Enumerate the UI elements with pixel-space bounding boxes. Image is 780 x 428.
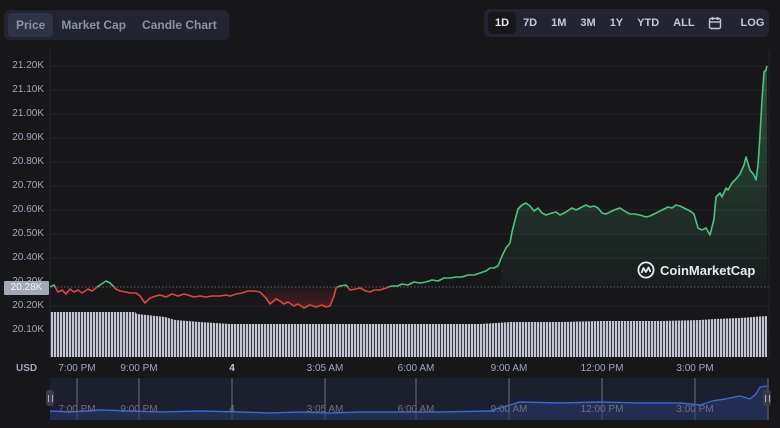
currency-label: USD <box>16 363 38 374</box>
y-tick: 20.50K <box>12 228 44 239</box>
tab-candle-chart[interactable]: Candle Chart <box>142 18 217 32</box>
logo-text: CoinMarketCap <box>660 262 756 278</box>
x-tick: 9:00 AM <box>490 363 528 374</box>
price-area-above <box>500 66 767 287</box>
x-tick: 3:00 PM <box>676 363 714 374</box>
x-tick: 6:00 AM <box>397 363 435 374</box>
navigator-label: 7:00 PM <box>58 404 96 415</box>
y-tick: 20.20K <box>12 300 44 311</box>
volume-bars <box>50 312 767 357</box>
grid-lines <box>49 50 770 358</box>
navigator-label: 9:00 AM <box>490 404 528 415</box>
range-ytd[interactable]: YTD <box>637 17 660 29</box>
x-tick: 12:00 PM <box>580 363 624 374</box>
range-1d[interactable]: 1D <box>488 12 517 34</box>
range-1m[interactable]: 1M <box>551 17 567 29</box>
y-tick: 20.80K <box>12 156 44 167</box>
navigator-right-handle[interactable] <box>763 390 771 406</box>
tab-price[interactable]: Price <box>8 13 54 37</box>
y-tick: 20.70K <box>12 180 44 191</box>
y-tick: 21.10K <box>12 84 44 95</box>
navigator-label: 3:00 PM <box>676 404 714 415</box>
y-tick: 20.10K <box>12 324 44 335</box>
log-scale-toggle[interactable]: LOG <box>740 17 765 29</box>
range-all[interactable]: ALL <box>673 17 695 29</box>
x-tick: 9:00 PM <box>120 363 158 374</box>
navigator-label: 9:00 PM <box>120 404 158 415</box>
x-tick: 7:00 PM <box>58 363 96 374</box>
x-tick: 3:05 AM <box>306 363 344 374</box>
time-range-selector: 1D 7D 1M 3M 1Y YTD ALL LOG <box>484 9 769 37</box>
coinmarketcap-icon <box>637 261 655 279</box>
range-1y[interactable]: 1Y <box>609 17 624 29</box>
navigator-label: 3:05 AM <box>306 404 344 415</box>
chart-type-tabs: Price Market Cap Candle Chart <box>4 10 229 40</box>
x-tick: 4 <box>229 363 235 374</box>
price-area-below <box>264 287 336 308</box>
range-3m[interactable]: 3M <box>580 17 596 29</box>
y-tick: 21.00K <box>12 108 44 119</box>
y-tick: 20.60K <box>12 204 44 215</box>
coinmarketcap-logo: CoinMarketCap <box>637 261 755 279</box>
y-tick: 21.20K <box>12 60 44 71</box>
navigator-area <box>50 386 767 420</box>
navigator-line <box>49 385 768 414</box>
range-7d[interactable]: 7D <box>523 17 538 29</box>
navigator-label: 12:00 PM <box>580 404 624 415</box>
calendar-icon[interactable] <box>708 12 722 34</box>
navigator-label: 4 <box>229 404 235 415</box>
y-tick: 20.40K <box>12 252 44 263</box>
tab-market-cap[interactable]: Market Cap <box>61 18 127 32</box>
navigator-label: 6:00 AM <box>397 404 435 415</box>
current-price-tag: 20.28K <box>4 281 49 295</box>
y-tick: 20.90K <box>12 132 44 143</box>
navigator-left-handle[interactable] <box>46 390 54 406</box>
